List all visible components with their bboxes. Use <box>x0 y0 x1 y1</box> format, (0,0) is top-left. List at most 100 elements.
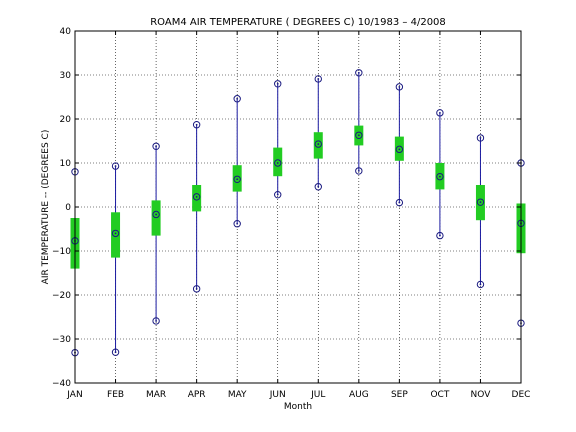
y-tick-label: 30 <box>60 71 72 81</box>
max-marker <box>274 80 282 88</box>
median-marker-dot <box>114 232 117 235</box>
median-marker-dot <box>357 134 360 137</box>
max-marker-dot <box>195 123 198 126</box>
min-marker-dot <box>155 320 157 322</box>
x-tick-label: JAN <box>66 390 82 400</box>
median-marker <box>274 159 282 167</box>
x-tick-label: SEP <box>391 390 408 400</box>
min-marker <box>152 317 160 325</box>
min-marker-dot <box>439 234 441 237</box>
month-box-apr <box>192 121 202 293</box>
x-tick-label: JUL <box>310 390 325 400</box>
x-tick-label: DEC <box>512 390 531 400</box>
min-marker <box>192 285 201 293</box>
grid-lines <box>75 31 521 383</box>
median-marker <box>192 193 201 201</box>
median-marker-dot <box>398 148 401 151</box>
median-marker <box>111 229 120 238</box>
median-marker-dot <box>236 178 239 181</box>
month-box-feb <box>111 162 121 356</box>
median-marker-dot <box>317 143 320 145</box>
median-marker <box>476 198 485 206</box>
min-marker-dot <box>276 193 279 196</box>
month-box-aug <box>354 69 364 175</box>
max-marker <box>395 83 404 91</box>
x-tick-label: MAY <box>228 390 247 400</box>
max-marker-dot <box>479 137 482 139</box>
y-axis-label: AIR TEMPERATURE -- (DEGREES C) <box>41 130 51 285</box>
axis-ticks: −40 −30 −20 −10 0 10 20 30 40 JAN FEB MAR APR MAY JUN J… <box>52 27 530 400</box>
min-marker <box>111 348 120 356</box>
min-marker-dot <box>236 222 239 225</box>
max-marker <box>355 69 363 77</box>
max-marker-dot <box>276 82 279 85</box>
month-box-jun <box>273 80 283 199</box>
y-tick-label: 40 <box>60 27 72 37</box>
min-marker-dot <box>195 287 198 290</box>
min-marker <box>274 190 282 199</box>
min-marker-dot <box>114 351 117 354</box>
x-tick-label: OCT <box>430 390 449 400</box>
median-marker <box>436 172 444 181</box>
max-marker-dot <box>439 111 441 114</box>
max-marker-dot <box>114 165 117 167</box>
x-tick-label: NOV <box>471 390 492 400</box>
median-marker-dot <box>195 195 198 198</box>
max-marker <box>152 142 160 150</box>
median-marker <box>355 131 363 139</box>
max-marker <box>192 121 201 129</box>
max-marker <box>476 134 485 142</box>
min-marker <box>233 220 241 228</box>
min-marker-dot <box>479 283 482 286</box>
y-tick-label: 20 <box>60 115 72 125</box>
x-tick-label: APR <box>188 390 206 400</box>
month-box-may <box>232 95 242 228</box>
median-marker <box>314 140 322 148</box>
median-marker-dot <box>276 162 279 164</box>
max-marker-dot <box>398 85 401 88</box>
min-marker <box>355 167 363 175</box>
x-tick-label: FEB <box>107 390 124 400</box>
x-axis-label: Month <box>284 402 312 412</box>
month-box-jul <box>313 75 323 191</box>
median-marker-dot <box>155 213 157 216</box>
min-marker-dot <box>357 170 360 172</box>
max-marker-dot <box>317 78 320 80</box>
min-marker <box>436 231 444 240</box>
max-marker-dot <box>236 97 239 100</box>
iqr-box <box>313 132 323 159</box>
min-marker-dot <box>317 185 320 188</box>
y-tick-label: −20 <box>52 291 71 301</box>
month-box-oct <box>435 109 445 240</box>
y-tick-label: −40 <box>52 379 71 389</box>
max-marker <box>233 95 241 103</box>
min-marker-dot <box>398 201 401 204</box>
y-tick-label: −10 <box>52 247 71 257</box>
y-tick-label: −30 <box>52 335 71 345</box>
iqr-box <box>111 212 121 258</box>
x-tick-label: MAR <box>146 390 166 400</box>
median-marker <box>233 175 241 183</box>
median-marker-dot <box>439 175 441 178</box>
month-box-mar <box>151 142 161 325</box>
median-marker-dot <box>479 201 482 204</box>
x-tick-label: JUN <box>269 390 286 400</box>
max-marker <box>111 162 120 170</box>
chart-title: ROAM4 AIR TEMPERATURE ( DEGREES C) 10/19… <box>150 17 446 28</box>
median-marker <box>395 145 404 154</box>
y-tick-label: 0 <box>65 203 71 213</box>
max-marker <box>314 75 322 83</box>
min-marker <box>476 280 485 289</box>
box-plot-marks <box>70 69 526 357</box>
min-marker <box>314 183 322 191</box>
month-box-nov <box>475 134 485 289</box>
month-box-sep <box>394 83 404 207</box>
max-marker-dot <box>357 71 360 74</box>
y-tick-label: 10 <box>60 159 72 169</box>
max-marker <box>436 109 444 117</box>
max-marker-dot <box>155 145 157 148</box>
iqr-box <box>273 147 283 177</box>
x-tick-label: AUG <box>349 390 369 400</box>
iqr-box <box>192 185 202 212</box>
